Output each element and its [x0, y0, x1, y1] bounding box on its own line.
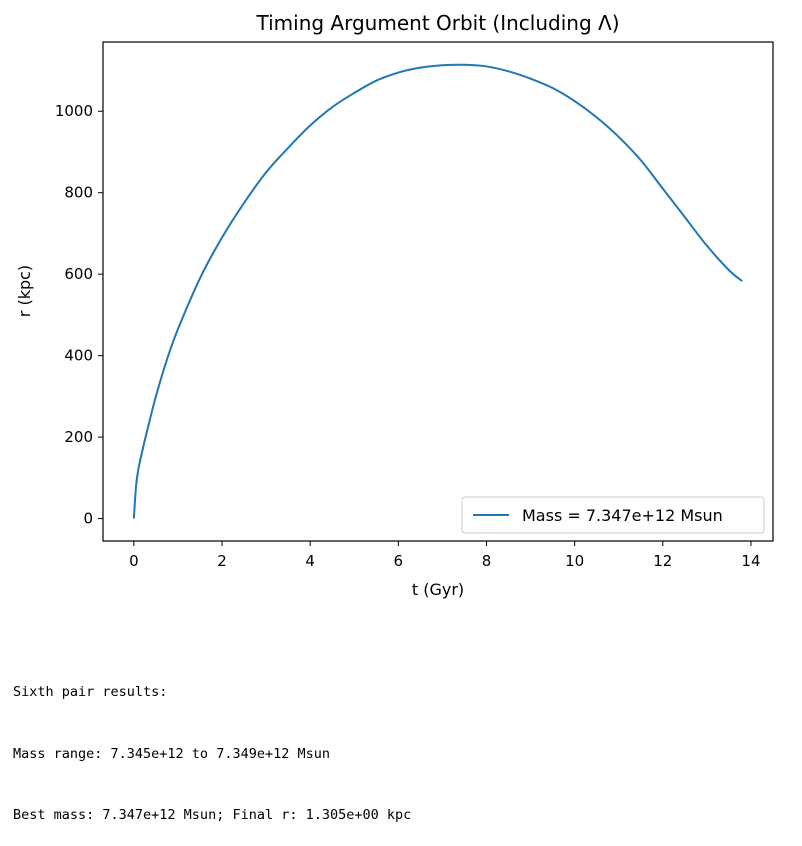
- legend: Mass = 7.347e+12 Msun: [461, 496, 765, 534]
- x-tick-label: 8: [482, 552, 492, 570]
- x-tick-label: 6: [394, 552, 404, 570]
- y-tick-label: 800: [64, 184, 93, 202]
- x-tick-label: 10: [565, 552, 584, 570]
- orbit-chart: Timing Argument Orbit (Including Λ) 0 2 4 6…: [15, 11, 774, 599]
- x-tick-label: 14: [741, 552, 760, 570]
- y-tick-label: 400: [64, 347, 93, 365]
- y-axis-label: r (kpc): [15, 265, 34, 317]
- y-tick-label: 0: [83, 510, 93, 528]
- series-line-orbit: [132, 63, 743, 519]
- chart-title: Timing Argument Orbit (Including Λ): [256, 11, 620, 35]
- y-tick-label: 600: [64, 265, 93, 283]
- x-tick-label: 12: [653, 552, 672, 570]
- x-tick-label: 2: [217, 552, 227, 570]
- output-line-1: Sixth pair results:: [13, 684, 168, 700]
- legend-box: [461, 496, 765, 534]
- legend-entry-label: Mass = 7.347e+12 Msun: [522, 506, 723, 525]
- plot-area: [102, 41, 774, 542]
- cell-output: Sixth pair results: Mass range: 7.345e+1…: [13, 641, 411, 846]
- y-tick-label: 1000: [55, 102, 93, 120]
- x-axis-label: t (Gyr): [412, 580, 464, 599]
- output-line-2: Mass range: 7.345e+12 to 7.349e+12 Msun: [13, 745, 330, 762]
- output-line-3: Best mass: 7.347e+12 Msun; Final r: 1.30…: [13, 807, 412, 823]
- x-tick-label: 4: [305, 552, 315, 570]
- x-tick-label: 0: [129, 552, 139, 570]
- y-axis-ticks: 0 200 400 600 800 1000: [55, 102, 103, 528]
- y-tick-label: 200: [64, 428, 93, 446]
- x-axis-ticks: 0 2 4 6 8 10 12 14: [129, 541, 761, 570]
